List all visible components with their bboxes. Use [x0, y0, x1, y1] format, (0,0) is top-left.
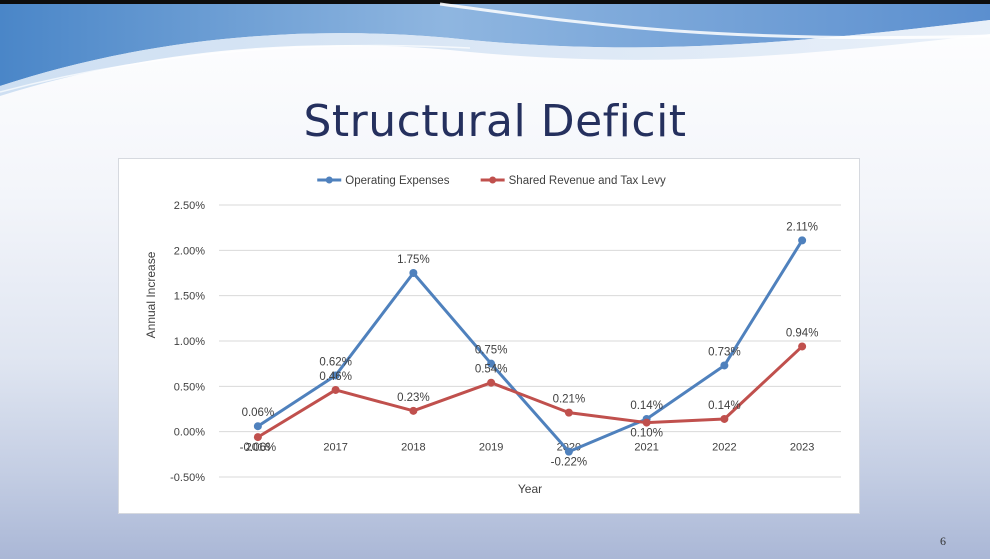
data-point-2 — [720, 414, 729, 423]
data-label-1: 0.14% — [630, 400, 663, 412]
data-label-2: 0.14% — [708, 400, 741, 412]
data-label-1: 0.06% — [242, 407, 275, 419]
x-axis-title: Year — [518, 482, 542, 496]
data-point-1 — [798, 236, 807, 245]
x-tick-label: 2017 — [323, 442, 347, 454]
data-label-1: 1.75% — [397, 254, 430, 266]
x-tick-label: 2019 — [479, 442, 503, 454]
x-tick-label: 2016 — [246, 442, 270, 454]
data-point-1 — [253, 422, 262, 431]
y-tick-label: 1.50% — [174, 291, 205, 303]
data-label-2: 0.94% — [786, 327, 819, 339]
data-point-2 — [798, 342, 807, 351]
data-point-1 — [720, 361, 729, 370]
data-point-1 — [487, 359, 496, 368]
data-label-1: 0.62% — [319, 356, 352, 368]
x-tick-label: 2018 — [401, 442, 425, 454]
data-point-1 — [331, 371, 340, 380]
legend-label-2: Shared Revenue and Tax Levy — [509, 175, 666, 187]
data-point-2 — [409, 406, 418, 415]
line-chart: -0.50% 0.00% 0.50% 1.00% 1.50% 2.00% 2.50% 2016… — [144, 175, 841, 496]
data-label-1: 2.11% — [786, 221, 818, 233]
data-point-1 — [564, 447, 573, 456]
data-label-2: 0.46% — [319, 371, 352, 383]
x-tick-label: 2023 — [790, 442, 814, 454]
data-point-1 — [409, 269, 418, 277]
slide-title: Structural Deficit — [303, 96, 687, 147]
y-axis-title: Annual Increase — [144, 251, 158, 338]
y-tick-label: 1.00% — [174, 336, 205, 348]
data-point-2 — [331, 385, 340, 394]
legend-marker-1 — [325, 176, 333, 184]
y-tick-label: 2.00% — [174, 245, 205, 257]
y-tick-label: -0.50% — [170, 472, 205, 484]
data-label-2: 0.54% — [475, 364, 508, 376]
y-tick-label: 0.50% — [174, 381, 205, 393]
x-tick-label: 2022 — [712, 442, 736, 454]
data-label-1: 0.73% — [708, 346, 741, 358]
y-tick-label: 2.50% — [174, 200, 205, 212]
top-border — [0, 0, 990, 4]
data-label-2: 0.23% — [397, 392, 430, 404]
data-point-2 — [564, 408, 573, 417]
legend-marker-2 — [489, 176, 497, 184]
y-tick-label: 0.00% — [174, 427, 205, 439]
series-line-2 — [257, 345, 804, 439]
data-label-2: 0.21% — [553, 394, 586, 406]
chart-panel: -0.50% 0.00% 0.50% 1.00% 1.50% 2.00% 2.50% 2016… — [118, 158, 860, 514]
data-point-2 — [487, 378, 496, 387]
x-tick-label: 2021 — [634, 442, 658, 454]
data-point-2 — [642, 418, 651, 427]
data-label-2: -0.06% — [240, 442, 276, 454]
data-point-2 — [253, 433, 262, 442]
data-label-1: 0.75% — [475, 345, 508, 357]
legend-label-1: Operating Expenses — [345, 175, 449, 187]
data-label-1: -0.22% — [551, 457, 587, 469]
header-wave-decoration — [0, 2, 990, 96]
series-line-1 — [257, 239, 804, 454]
data-label-2: 0.10% — [630, 428, 663, 440]
slide-number: 6 — [940, 534, 946, 548]
